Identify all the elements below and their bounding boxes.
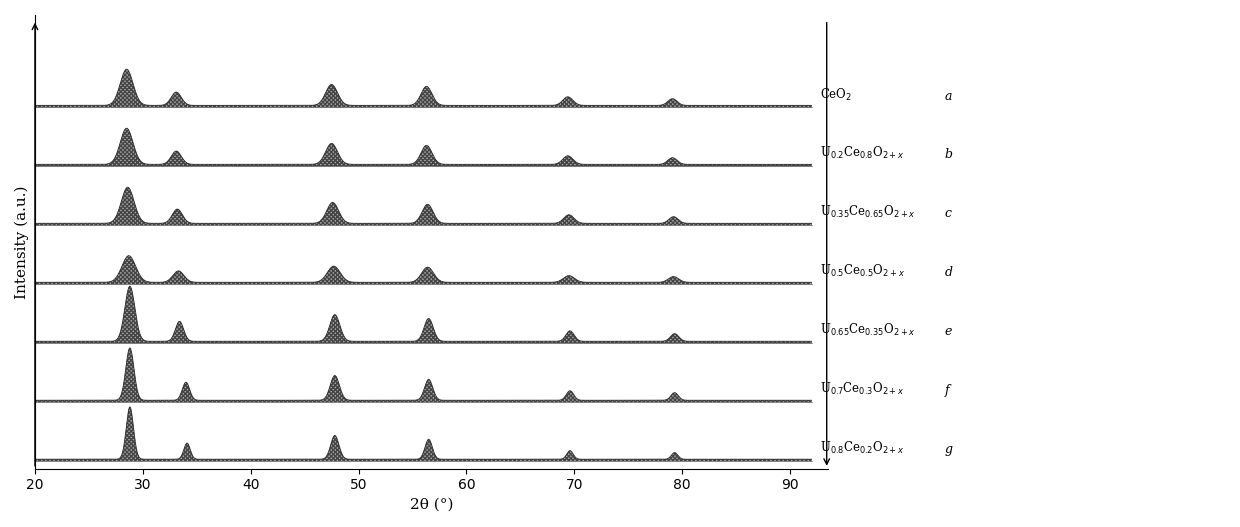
Text: U$_{0.2}$Ce$_{0.8}$O$_{2+x}$: U$_{0.2}$Ce$_{0.8}$O$_{2+x}$ bbox=[820, 145, 904, 161]
Text: U$_{0.65}$Ce$_{0.35}$O$_{2+x}$: U$_{0.65}$Ce$_{0.35}$O$_{2+x}$ bbox=[820, 323, 915, 338]
Text: f: f bbox=[945, 384, 949, 397]
Text: U$_{0.5}$Ce$_{0.5}$O$_{2+x}$: U$_{0.5}$Ce$_{0.5}$O$_{2+x}$ bbox=[820, 264, 905, 279]
X-axis label: 2θ (°): 2θ (°) bbox=[409, 498, 453, 512]
Text: CeO$_2$: CeO$_2$ bbox=[820, 86, 852, 103]
Text: g: g bbox=[945, 443, 952, 456]
Text: e: e bbox=[945, 325, 951, 338]
Text: U$_{0.35}$Ce$_{0.65}$O$_{2+x}$: U$_{0.35}$Ce$_{0.65}$O$_{2+x}$ bbox=[820, 204, 915, 220]
Text: b: b bbox=[945, 149, 952, 161]
Y-axis label: Intensity (a.u.): Intensity (a.u.) bbox=[15, 185, 30, 299]
Text: a: a bbox=[945, 90, 952, 103]
Text: d: d bbox=[945, 267, 952, 279]
Text: U$_{0.7}$Ce$_{0.3}$O$_{2+x}$: U$_{0.7}$Ce$_{0.3}$O$_{2+x}$ bbox=[820, 381, 905, 397]
Text: U$_{0.8}$Ce$_{0.2}$O$_{2+x}$: U$_{0.8}$Ce$_{0.2}$O$_{2+x}$ bbox=[820, 440, 904, 456]
Text: c: c bbox=[945, 208, 951, 220]
